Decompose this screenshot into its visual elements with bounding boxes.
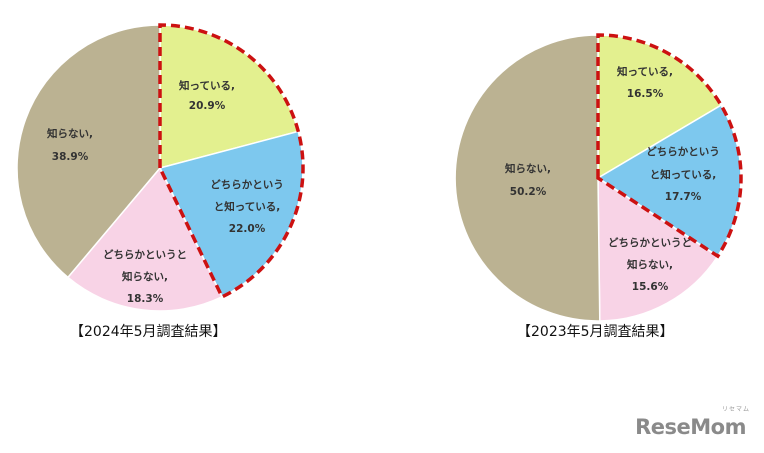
pie-0-slice-1-label: と知っている, <box>214 200 280 213</box>
pie-0-slice-2-value: 18.3% <box>127 293 164 305</box>
pie-1-slice-0-label: 知っている, <box>617 65 673 78</box>
pie-1-slice-1-label: どちらかという <box>646 145 720 158</box>
pie-0-slice-1-label: どちらかという <box>210 178 284 191</box>
chart-title-2024: 【2024年5月調査結果】 <box>70 324 227 340</box>
chart-title-2023: 【2023年5月調査結果】 <box>517 324 674 340</box>
pie-1-slice-0-value: 16.5% <box>627 88 664 100</box>
watermark-mark: リセマム <box>721 406 750 413</box>
pie-1-slice-3 <box>454 34 601 322</box>
pie-1-slice-1-value: 17.7% <box>665 191 702 203</box>
pie-0-slice-3-value: 38.9% <box>52 151 89 163</box>
pie-0-slice-2 <box>66 166 224 312</box>
pie-1-slice-2 <box>597 176 719 322</box>
pie-1-slice-3-label: 知らない, <box>505 162 551 175</box>
pie-0-slice-2-label: どちらかというと <box>103 248 187 261</box>
pie-0-slice-3 <box>16 24 161 279</box>
watermark-logo: ReseMom <box>635 415 746 439</box>
pie-1-slice-2-label: どちらかというと <box>608 236 692 249</box>
pie-1-slice-2-label: 知らない, <box>627 258 673 271</box>
pie-0-slice-0-value: 20.9% <box>189 100 226 112</box>
pie-1-slice-2-value: 15.6% <box>632 281 669 293</box>
pie-1-slice-3-value: 50.2% <box>510 186 547 198</box>
pie-0-slice-0-label: 知っている, <box>179 79 235 92</box>
pie-0-highlight-outline <box>158 23 305 300</box>
pie-1-slice-1-label: と知っている, <box>650 168 716 181</box>
pie-0-slice-2-label: 知らない, <box>122 270 168 283</box>
pie-0-slice-1-value: 22.0% <box>229 223 266 235</box>
pie-1-highlight-outline <box>596 33 743 259</box>
pie-0-slice-3-label: 知らない, <box>47 127 93 140</box>
